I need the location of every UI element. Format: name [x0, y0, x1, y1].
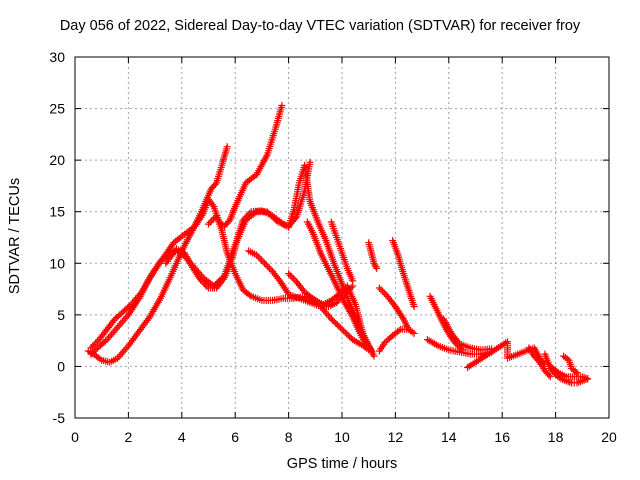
series-arc-10 — [375, 325, 418, 355]
series-markers — [375, 325, 418, 355]
axis-ticks: 0 2 4 6 8 10 12 14 16 18 20 -5 0 5 10 15 20 25 30 — [49, 49, 617, 445]
series-markers — [285, 270, 357, 311]
series-arc-21 — [560, 352, 581, 377]
series-arc-12 — [389, 237, 418, 311]
y-tick-label: 5 — [57, 307, 65, 323]
series-markers — [245, 247, 373, 354]
series-markers — [87, 102, 286, 352]
x-tick-label: 18 — [548, 429, 564, 445]
y-tick-label: 10 — [49, 255, 65, 271]
y-axis-label: SDTVAR / TECUs — [7, 177, 23, 295]
series-arc-18 — [525, 344, 554, 381]
series-markers — [525, 344, 554, 381]
x-tick-label: 10 — [334, 429, 350, 445]
y-tick-label: 30 — [49, 49, 65, 65]
series-arc-5 — [205, 212, 375, 355]
series-arc-20 — [546, 362, 592, 383]
series-arc-7 — [285, 270, 357, 311]
series-markers — [365, 239, 381, 272]
x-tick-label: 6 — [231, 429, 239, 445]
series-arc-11 — [365, 239, 381, 272]
x-tick-label: 0 — [71, 429, 79, 445]
series-markers — [440, 315, 495, 354]
series-markers — [327, 218, 357, 285]
x-tick-label: 12 — [388, 429, 404, 445]
y-tick-label: 15 — [49, 204, 65, 220]
chart-title: Day 056 of 2022, Sidereal Day-to-day VTE… — [59, 18, 581, 34]
series-markers — [560, 352, 581, 377]
y-tick-label: 0 — [57, 358, 65, 374]
y-tick-label: 20 — [49, 152, 65, 168]
series-markers — [87, 158, 314, 358]
grid — [75, 57, 609, 418]
x-axis-label: GPS time / hours — [286, 456, 398, 472]
series-arc-6 — [245, 247, 373, 354]
series-arc-2 — [87, 102, 286, 352]
x-tick-label: 16 — [494, 429, 510, 445]
series-markers — [162, 161, 378, 360]
series-arc-9 — [327, 218, 357, 285]
series-markers — [205, 212, 375, 355]
series-markers — [303, 218, 373, 352]
x-tick-label: 4 — [178, 429, 186, 445]
series-markers — [546, 362, 592, 383]
series-arc-15 — [440, 315, 495, 354]
series-markers — [389, 237, 418, 311]
series-arc-13 — [375, 284, 413, 333]
x-tick-label: 14 — [441, 429, 457, 445]
x-tick-label: 2 — [125, 429, 133, 445]
y-tick-label: -5 — [53, 410, 66, 426]
y-tick-label: 25 — [49, 101, 65, 117]
data-points — [84, 102, 592, 387]
series-arc-3 — [87, 158, 314, 358]
series-arc-8 — [303, 218, 373, 352]
series-arc-4 — [162, 161, 378, 360]
series-markers — [375, 284, 413, 333]
x-tick-label: 8 — [285, 429, 293, 445]
x-tick-label: 20 — [601, 429, 617, 445]
